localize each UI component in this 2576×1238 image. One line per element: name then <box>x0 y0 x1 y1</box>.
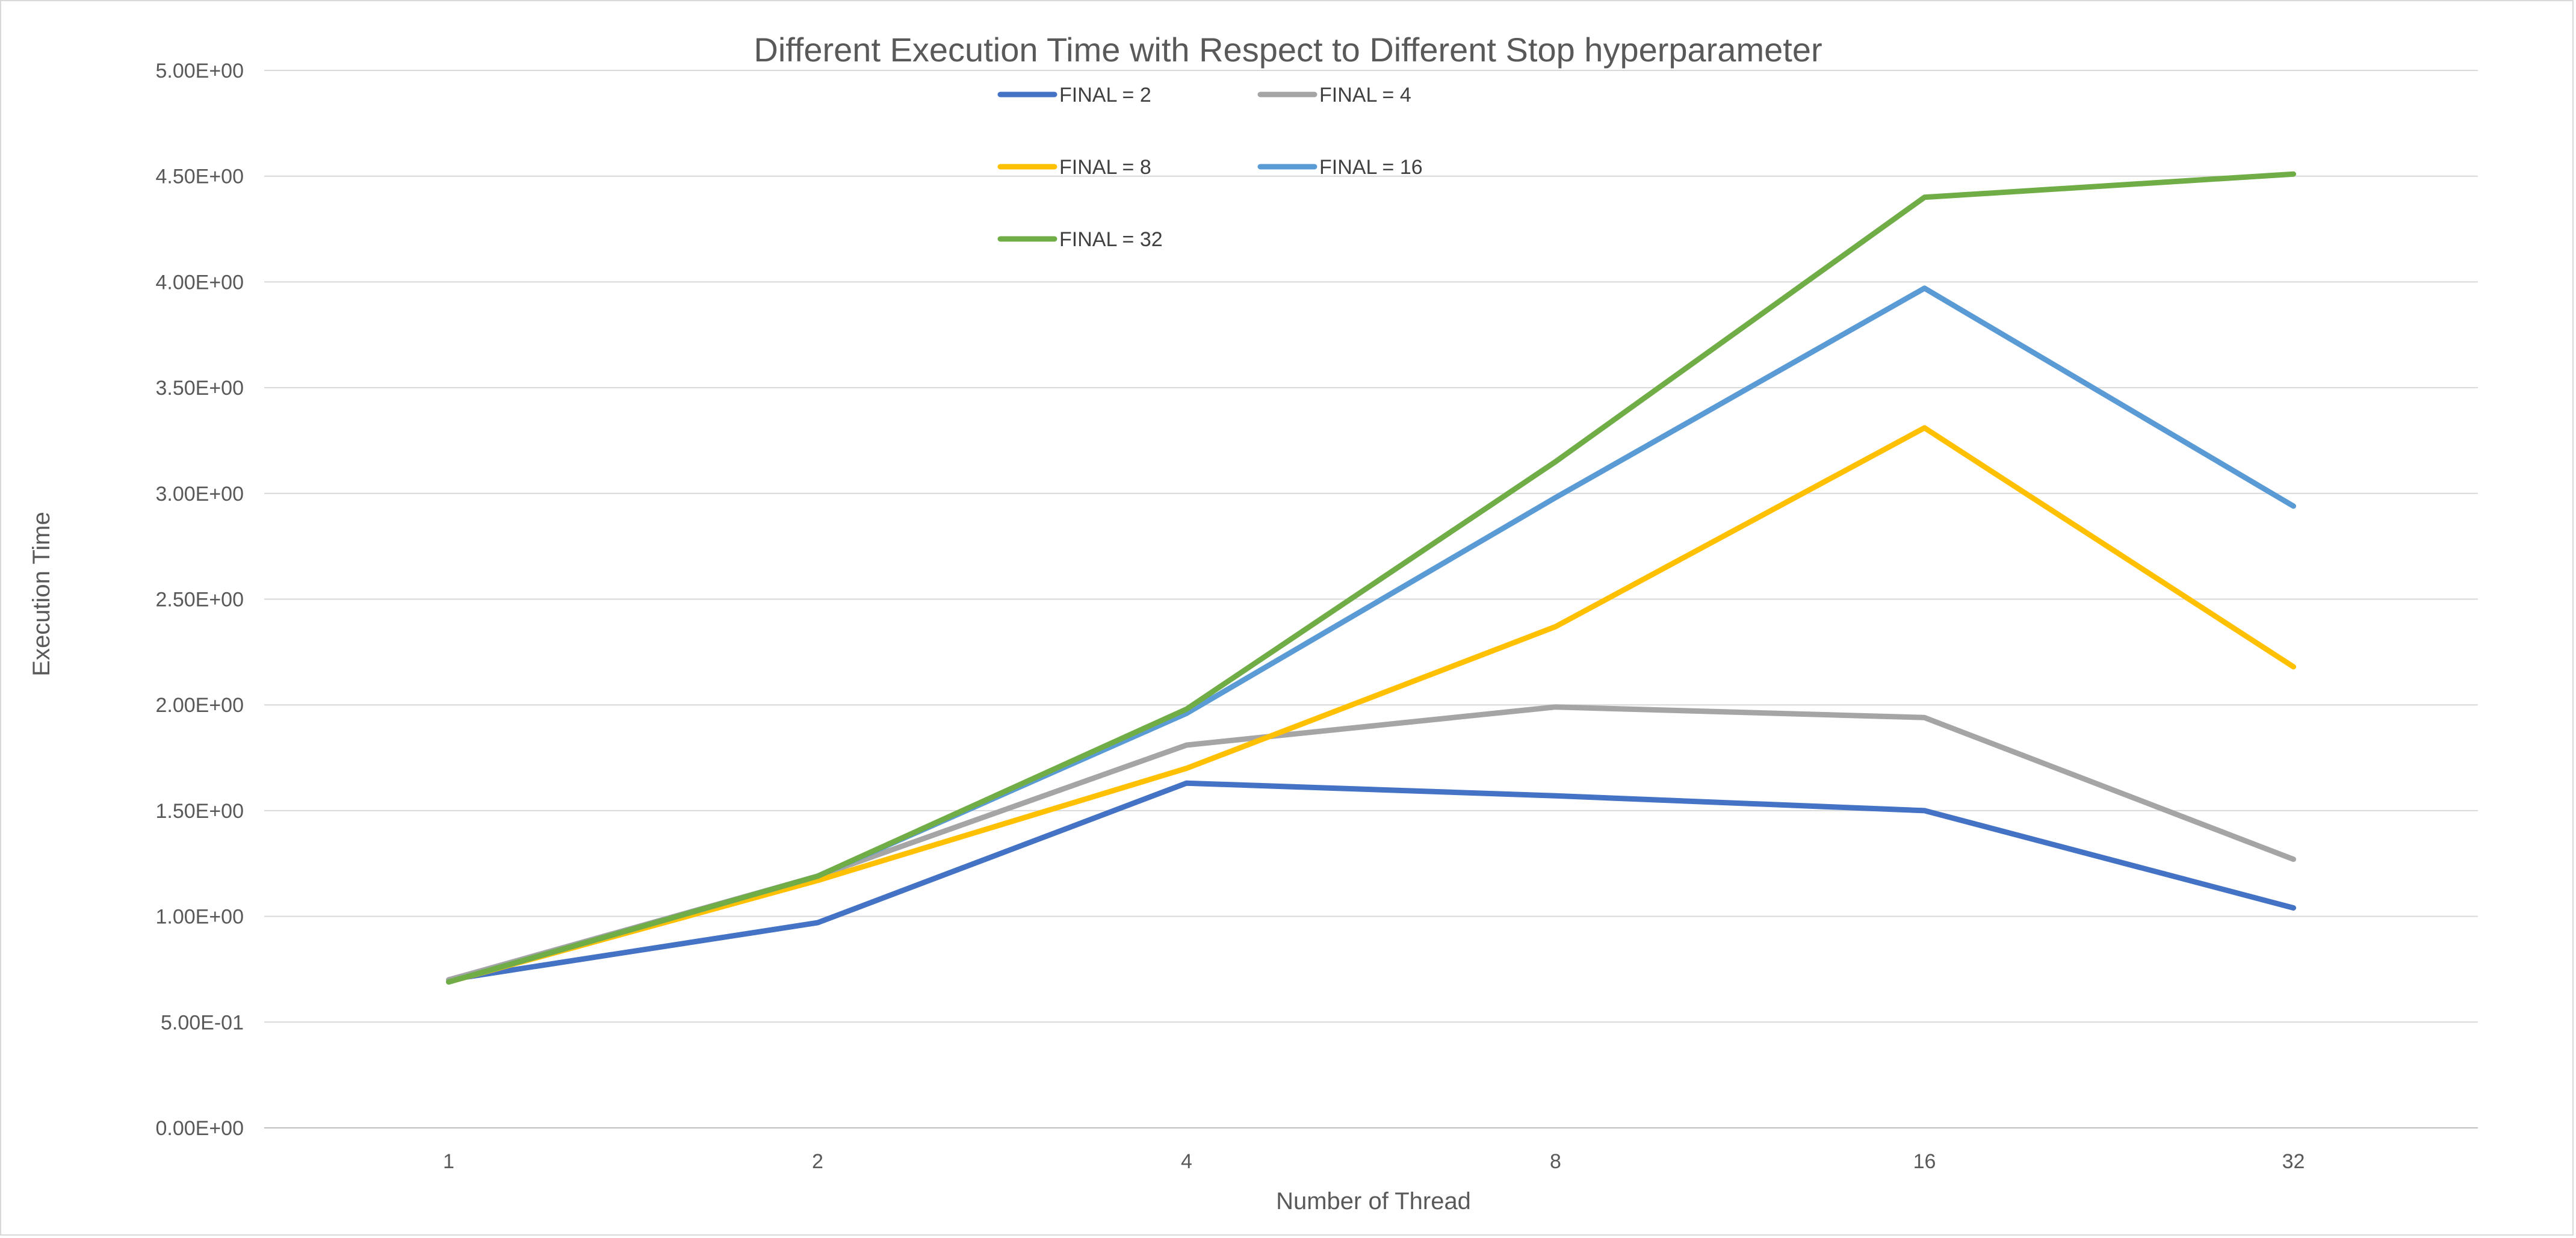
chart-title: Different Execution Time with Respect to… <box>754 31 1822 69</box>
y-tick-label: 0.00E+00 <box>155 1117 244 1140</box>
legend-item[interactable]: FINAL = 4 <box>1257 84 1411 107</box>
series-line <box>446 780 2296 983</box>
legend-item[interactable]: FINAL = 32 <box>997 228 1163 251</box>
legend-item[interactable]: FINAL = 16 <box>1257 156 1423 179</box>
y-axis-title: Execution Time <box>28 512 55 676</box>
y-tick-label: 4.00E+00 <box>155 271 244 294</box>
legend-label: FINAL = 8 <box>1059 156 1151 179</box>
legend-label: FINAL = 32 <box>1059 228 1163 251</box>
x-tick-label: 8 <box>1550 1150 1561 1173</box>
legend-item[interactable]: FINAL = 2 <box>997 84 1151 107</box>
series-line <box>446 171 2296 985</box>
y-tick-label: 1.50E+00 <box>155 800 244 823</box>
x-tick-label: 32 <box>2282 1150 2305 1173</box>
y-tick-label: 2.50E+00 <box>155 589 244 611</box>
legend-label: FINAL = 4 <box>1319 84 1411 107</box>
x-tick-label: 16 <box>1913 1150 1936 1173</box>
x-tick-label: 1 <box>443 1150 454 1173</box>
legend-label: FINAL = 16 <box>1319 156 1423 179</box>
x-tick-label: 4 <box>1181 1150 1192 1173</box>
x-axis-title: Number of Thread <box>1276 1188 1471 1215</box>
y-tick-label: 5.00E+00 <box>155 60 244 82</box>
y-tick-label: 2.00E+00 <box>155 694 244 717</box>
legend-item[interactable]: FINAL = 8 <box>997 156 1151 179</box>
y-tick-label: 3.50E+00 <box>155 377 244 400</box>
y-tick-label: 5.00E-01 <box>161 1011 244 1034</box>
series-line <box>446 425 2296 985</box>
y-tick-label: 1.00E+00 <box>155 906 244 929</box>
series-line <box>446 285 2296 985</box>
y-tick-label: 4.50E+00 <box>155 166 244 188</box>
y-tick-label: 3.00E+00 <box>155 483 244 506</box>
legend-label: FINAL = 2 <box>1059 84 1151 107</box>
x-tick-label: 2 <box>812 1150 823 1173</box>
